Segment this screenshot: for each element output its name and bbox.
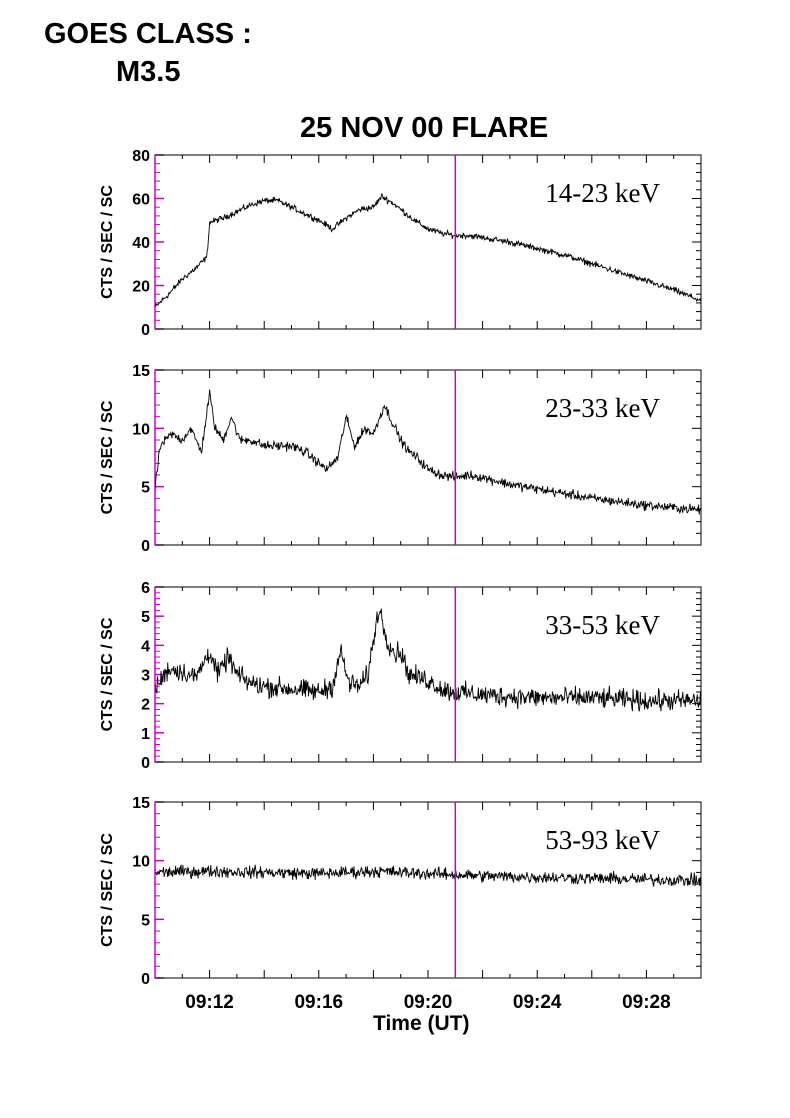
y-tick-label: 80 xyxy=(132,148,150,165)
y-tick-label: 15 xyxy=(132,795,150,812)
chart-title: 25 NOV 00 FLARE xyxy=(300,112,549,144)
y-tick-label: 5 xyxy=(141,480,150,497)
goes-class-value: M3.5 xyxy=(116,56,181,88)
lightcurve-trace xyxy=(155,608,701,712)
y-tick-label: 3 xyxy=(141,668,150,685)
y-tick-label: 6 xyxy=(141,580,150,597)
x-tick-label: 09:20 xyxy=(404,992,453,1013)
panel-1: 0 20 40 60 80 CTS / SEC / SC 14-23 keV xyxy=(99,148,702,339)
panel-2: 0 5 10 15 CTS / SEC / SC 23-33 keV xyxy=(99,363,702,555)
x-axis-title: Time (UT) xyxy=(373,1012,470,1035)
y-axis-title: CTS / SEC / SC xyxy=(99,617,116,731)
y-tick-label: 0 xyxy=(141,971,150,988)
y-tick-label: 0 xyxy=(141,755,150,772)
y-tick-label: 20 xyxy=(132,279,150,296)
energy-band-label: 14-23 keV xyxy=(545,178,660,208)
y-tick-label: 0 xyxy=(141,322,150,339)
x-tick-label: 09:16 xyxy=(294,992,343,1013)
y-tick-label: 5 xyxy=(141,609,150,626)
y-axis-title: CTS / SEC / SC xyxy=(99,400,116,514)
y-tick-label: 4 xyxy=(141,638,150,655)
energy-band-label: 33-53 keV xyxy=(545,610,660,640)
energy-band-label: 23-33 keV xyxy=(545,393,660,423)
y-tick-label: 2 xyxy=(141,697,150,714)
goes-class-label: GOES CLASS : xyxy=(44,18,252,50)
y-tick-label: 15 xyxy=(132,363,150,380)
energy-band-label: 53-93 keV xyxy=(545,825,660,855)
y-axis-title: CTS / SEC / SC xyxy=(99,833,116,947)
y-tick-label: 0 xyxy=(141,538,150,555)
x-tick-label: 09:12 xyxy=(185,992,234,1013)
y-axis-title: CTS / SEC / SC xyxy=(99,185,116,299)
lightcurve-trace xyxy=(155,389,701,515)
lightcurve-trace xyxy=(155,192,701,308)
y-tick-label: 10 xyxy=(132,421,150,438)
y-tick-label: 10 xyxy=(132,854,150,871)
x-tick-label: 09:24 xyxy=(513,992,562,1013)
lightcurve-trace xyxy=(155,863,701,887)
y-tick-label: 5 xyxy=(141,912,150,929)
y-tick-label: 40 xyxy=(132,235,150,252)
y-tick-label: 60 xyxy=(132,192,150,209)
panel-4: 0 5 10 15 CTS / SEC / SC 53-93 keV xyxy=(99,795,702,988)
y-tick-label: 1 xyxy=(141,726,150,743)
panel-3: 0 1 2 3 4 5 6 CTS / SEC / SC 33-53 keV xyxy=(99,580,702,772)
x-tick-label: 09:28 xyxy=(622,992,671,1013)
